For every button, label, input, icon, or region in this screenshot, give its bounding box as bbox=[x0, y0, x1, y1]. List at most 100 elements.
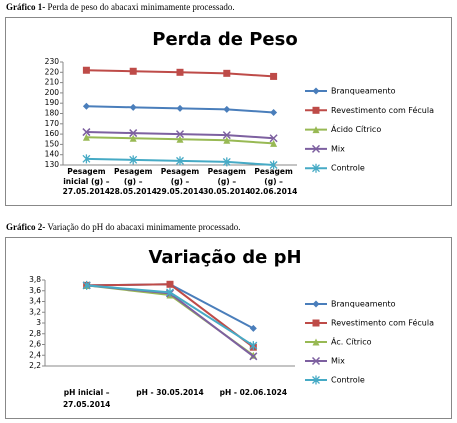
marker bbox=[312, 319, 320, 327]
y-tick-label: 230 bbox=[45, 57, 60, 66]
x-tick-label: (g) – bbox=[218, 177, 237, 186]
y-tick-label: 3,2 bbox=[29, 307, 41, 316]
legend-label: Branqueamento bbox=[331, 87, 396, 96]
marker bbox=[312, 375, 320, 385]
x-tick-label: inicial (g) – bbox=[63, 177, 110, 186]
y-tick-label: 140 bbox=[45, 150, 60, 159]
y-tick-label: 3,8 bbox=[29, 275, 41, 284]
legend-label: Ác. Cítrico bbox=[331, 336, 372, 347]
y-tick-label: 160 bbox=[45, 129, 60, 138]
y-tick-label: 2,4 bbox=[29, 350, 41, 359]
x-tick-label: 28.05.2014 bbox=[109, 187, 156, 196]
marker bbox=[82, 133, 90, 141]
x-tick-label: (g) – bbox=[124, 177, 143, 186]
marker bbox=[312, 338, 320, 346]
y-tick-label: 190 bbox=[45, 98, 60, 107]
marker bbox=[166, 280, 174, 288]
chart-title: Variação de pH bbox=[148, 247, 301, 268]
caption-text: Variação do pH do abacaxi minimamente pr… bbox=[47, 222, 241, 232]
marker bbox=[311, 144, 321, 153]
marker bbox=[82, 102, 90, 110]
x-tick-label: Pesagem bbox=[67, 167, 106, 176]
marker bbox=[312, 163, 320, 173]
legend-label: Branqueamento bbox=[331, 300, 396, 309]
x-tick-label: 27.05.2014 bbox=[63, 187, 110, 196]
marker bbox=[129, 155, 138, 165]
y-tick-label: 3,6 bbox=[29, 286, 41, 295]
marker bbox=[249, 324, 257, 332]
caption: Gráfico 2- Variação do pH do abacaxi min… bbox=[6, 222, 241, 232]
marker bbox=[176, 135, 184, 143]
x-tick-label: Pesagem bbox=[254, 167, 293, 176]
x-tick-label: Pesagem bbox=[114, 167, 153, 176]
legend-label: Ácido Cítrico bbox=[331, 123, 381, 134]
marker bbox=[222, 157, 231, 167]
x-tick-label: 29.05.2014 bbox=[156, 187, 203, 196]
marker bbox=[176, 104, 184, 112]
marker bbox=[311, 356, 321, 366]
x-tick-label: 02.06.2014 bbox=[250, 187, 297, 196]
caption-label: Gráfico 1- bbox=[6, 2, 46, 12]
marker bbox=[269, 134, 278, 143]
marker bbox=[269, 160, 278, 170]
marker bbox=[270, 72, 278, 80]
marker bbox=[175, 130, 185, 139]
marker bbox=[312, 106, 320, 114]
y-tick-label: 200 bbox=[45, 88, 60, 97]
y-tick-label: 2,6 bbox=[29, 340, 41, 349]
marker bbox=[82, 154, 91, 164]
legend-label: Revestimento com Fécula bbox=[331, 318, 434, 328]
x-tick-label: Pesagem bbox=[161, 167, 200, 176]
y-tick-label: 3 bbox=[36, 318, 41, 327]
x-tick-label: (g) – bbox=[264, 177, 283, 186]
marker bbox=[223, 69, 231, 77]
marker bbox=[129, 134, 137, 142]
y-tick-label: 130 bbox=[45, 160, 60, 169]
marker bbox=[82, 128, 91, 137]
x-tick-label: 30.05.2014 bbox=[203, 187, 250, 196]
caption-label: Gráfico 2- bbox=[6, 222, 46, 232]
y-tick-label: 3,4 bbox=[29, 297, 41, 306]
x-tick-label: (g) – bbox=[171, 177, 190, 186]
marker bbox=[176, 156, 184, 166]
marker bbox=[166, 287, 174, 297]
marker bbox=[249, 352, 258, 361]
y-tick-label: 2,2 bbox=[29, 361, 41, 370]
legend-label: Revestimento com Fécula bbox=[331, 105, 434, 115]
marker bbox=[176, 68, 184, 76]
y-tick-label: 2,8 bbox=[29, 329, 41, 338]
marker bbox=[223, 105, 231, 113]
x-tick-label: 27.05.2014 bbox=[63, 400, 110, 409]
marker bbox=[312, 300, 320, 308]
y-tick-label: 180 bbox=[45, 109, 60, 118]
marker bbox=[82, 66, 90, 74]
chart-title: Perda de Peso bbox=[152, 29, 297, 50]
legend-label: Controle bbox=[331, 164, 365, 173]
y-tick-label: 170 bbox=[45, 119, 60, 128]
chart-frame bbox=[5, 237, 452, 419]
legend-label: Controle bbox=[331, 376, 365, 385]
y-tick-label: 150 bbox=[45, 139, 60, 148]
chart-frame bbox=[5, 17, 452, 206]
caption-text: Perda de peso do abacaxi minimamente pro… bbox=[47, 2, 235, 12]
marker bbox=[222, 131, 231, 140]
x-tick-label: Pesagem bbox=[208, 167, 247, 176]
y-tick-label: 210 bbox=[45, 78, 60, 87]
marker bbox=[312, 126, 320, 134]
caption: Gráfico 1- Perda de peso do abacaxi mini… bbox=[6, 2, 235, 12]
marker bbox=[312, 87, 320, 95]
marker bbox=[223, 136, 231, 144]
marker bbox=[129, 103, 137, 111]
x-tick-label: pH - 02.06.1024 bbox=[220, 388, 287, 397]
y-tick-label: 220 bbox=[45, 67, 60, 76]
marker bbox=[270, 139, 278, 147]
marker bbox=[129, 129, 138, 138]
marker bbox=[270, 108, 278, 116]
x-tick-label: pH - 30.05.2014 bbox=[136, 388, 203, 397]
x-tick-label: pH inicial – bbox=[64, 388, 110, 397]
marker bbox=[129, 67, 137, 75]
legend-label: Mix bbox=[331, 357, 345, 366]
legend-label: Mix bbox=[331, 144, 345, 153]
